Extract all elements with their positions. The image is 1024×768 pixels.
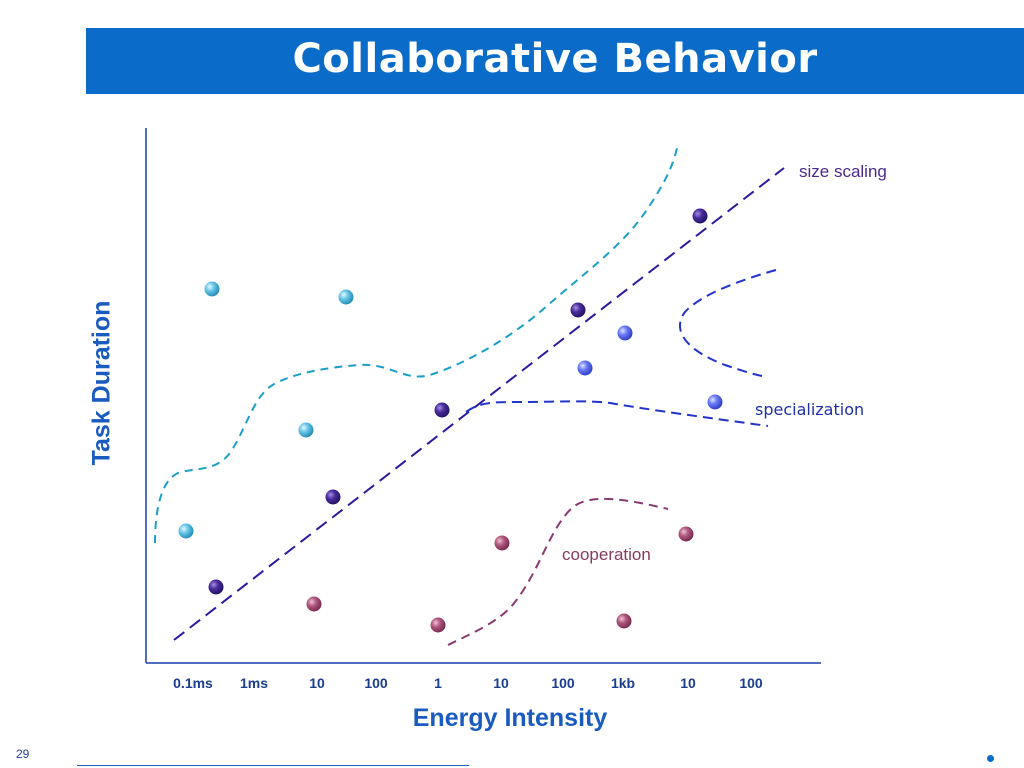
data-point-blue — [617, 325, 633, 341]
size-scaling-label: size scaling — [799, 162, 887, 181]
data-point-purple — [570, 302, 586, 318]
x-tick-label: 100 — [551, 675, 575, 691]
title-bar: Collaborative Behavior — [86, 28, 1024, 94]
data-point-blue — [577, 360, 593, 376]
specialization-boundary-upper — [679, 269, 777, 377]
x-tick-label: 100 — [739, 675, 763, 691]
specialization-label: specialization — [755, 400, 865, 419]
y-axis-label: Task Duration — [87, 300, 116, 466]
data-point-mauve — [494, 535, 510, 551]
x-tick-label: 10 — [309, 675, 325, 691]
x-tick-label: 1 — [434, 675, 442, 691]
x-axis-label: Energy Intensity — [412, 704, 608, 732]
data-point-teal — [338, 289, 354, 305]
footer-divider — [77, 765, 469, 766]
x-tick-label: 10 — [680, 675, 696, 691]
teal-boundary-curve — [154, 142, 679, 544]
data-point-mauve — [430, 617, 446, 633]
data-point-purple — [434, 402, 450, 418]
x-tick-label: 1ms — [239, 675, 269, 691]
specialization-boundary-lower — [465, 400, 769, 427]
x-tick-label: 10 — [493, 675, 509, 691]
data-point-blue — [707, 394, 723, 410]
slide-number: 29 — [16, 747, 30, 761]
data-point-purple — [692, 208, 708, 224]
footer-dot — [987, 755, 994, 762]
size-scaling-line — [173, 167, 785, 641]
cooperation-boundary-curve — [447, 497, 669, 646]
data-point-teal — [298, 422, 314, 438]
x-tick-label: 1kb — [610, 675, 636, 691]
data-point-mauve — [616, 613, 632, 629]
data-point-mauve — [678, 526, 694, 542]
data-point-purple — [208, 579, 224, 595]
data-point-purple — [325, 489, 341, 505]
data-point-mauve — [306, 596, 322, 612]
slide-title: Collaborative Behavior — [292, 36, 818, 82]
data-point-teal — [178, 523, 194, 539]
cooperation-label: cooperation — [562, 545, 651, 564]
x-tick-label: 100 — [364, 675, 388, 691]
data-point-teal — [204, 281, 220, 297]
x-tick-label: 0.1ms — [173, 675, 213, 691]
